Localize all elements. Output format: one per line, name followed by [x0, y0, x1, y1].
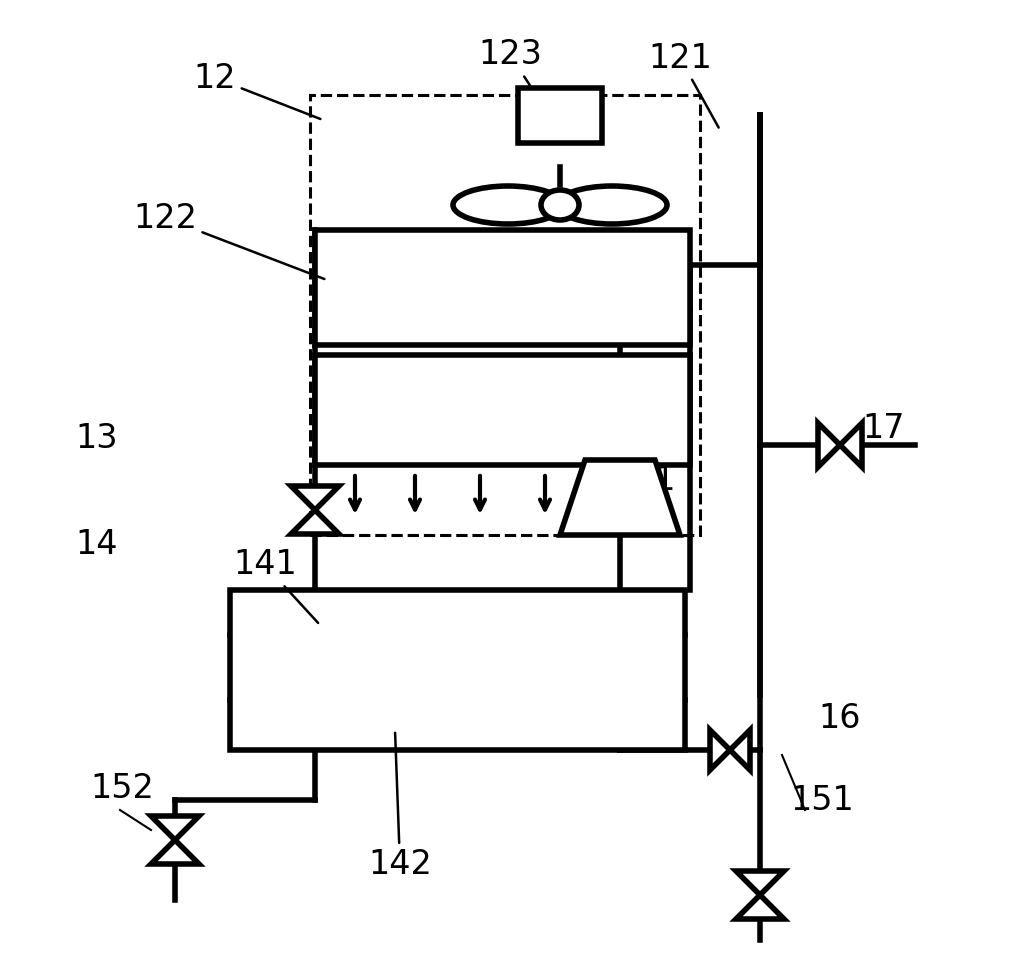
Bar — [230, 590, 685, 750]
Polygon shape — [730, 730, 750, 770]
Text: 123: 123 — [478, 38, 554, 123]
Text: 17: 17 — [862, 412, 904, 444]
Polygon shape — [291, 486, 339, 510]
Text: 12: 12 — [194, 61, 321, 119]
Ellipse shape — [453, 186, 563, 224]
Text: 14: 14 — [75, 528, 118, 561]
Polygon shape — [840, 423, 862, 467]
Text: 11: 11 — [633, 464, 676, 497]
Ellipse shape — [541, 190, 579, 220]
Polygon shape — [736, 895, 784, 919]
Text: 141: 141 — [233, 549, 318, 623]
Bar — [315, 355, 690, 465]
Ellipse shape — [557, 186, 667, 224]
Text: 13: 13 — [75, 422, 118, 455]
Polygon shape — [560, 460, 680, 535]
Bar — [310, 95, 700, 535]
Polygon shape — [151, 816, 199, 840]
Bar — [315, 230, 690, 345]
Text: 122: 122 — [133, 201, 325, 279]
Polygon shape — [736, 871, 784, 895]
Text: 16: 16 — [818, 702, 860, 735]
Text: 152: 152 — [90, 771, 154, 804]
Polygon shape — [818, 423, 840, 467]
Text: 151: 151 — [790, 784, 854, 817]
Bar — [518, 88, 602, 143]
Polygon shape — [151, 840, 199, 864]
Polygon shape — [291, 510, 339, 534]
Text: 121: 121 — [648, 42, 719, 128]
Polygon shape — [710, 730, 730, 770]
Text: 142: 142 — [368, 733, 432, 881]
